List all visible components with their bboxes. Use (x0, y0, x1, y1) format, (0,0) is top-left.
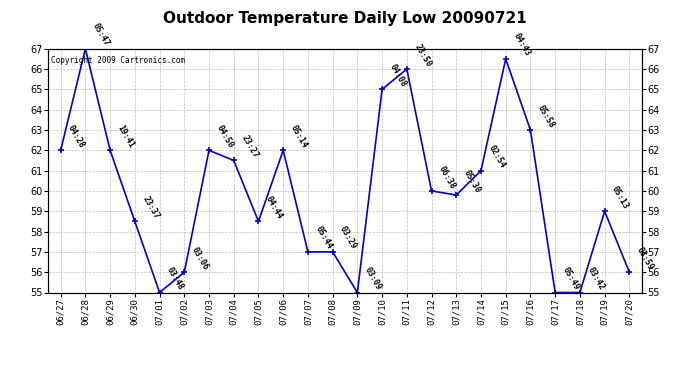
Text: 23:27: 23:27 (239, 134, 259, 160)
Text: 05:30: 05:30 (462, 168, 482, 194)
Text: 04:50: 04:50 (215, 123, 235, 150)
Text: 03:09: 03:09 (363, 266, 383, 292)
Text: 04:44: 04:44 (264, 195, 284, 220)
Text: 03:06: 03:06 (190, 245, 210, 272)
Text: 23:50: 23:50 (413, 42, 433, 68)
Text: 05:47: 05:47 (91, 22, 111, 48)
Text: 03:42: 03:42 (585, 266, 606, 292)
Text: 02:54: 02:54 (486, 144, 507, 170)
Text: 03:59: 03:59 (635, 245, 656, 272)
Text: 05:49: 05:49 (561, 266, 581, 292)
Text: 03:48: 03:48 (165, 266, 186, 292)
Text: 05:44: 05:44 (313, 225, 334, 251)
Text: 05:58: 05:58 (536, 103, 556, 129)
Text: 05:13: 05:13 (610, 184, 631, 210)
Text: 19:41: 19:41 (116, 123, 136, 150)
Text: 03:29: 03:29 (338, 225, 359, 251)
Text: 04:43: 04:43 (511, 32, 531, 58)
Text: Copyright 2009 Cartronics.com: Copyright 2009 Cartronics.com (51, 56, 186, 65)
Text: 05:14: 05:14 (288, 123, 309, 150)
Text: 06:38: 06:38 (437, 164, 457, 190)
Text: Outdoor Temperature Daily Low 20090721: Outdoor Temperature Daily Low 20090721 (163, 11, 527, 26)
Text: 04:08: 04:08 (388, 63, 408, 88)
Text: 04:28: 04:28 (66, 123, 86, 150)
Text: 23:37: 23:37 (140, 195, 161, 220)
